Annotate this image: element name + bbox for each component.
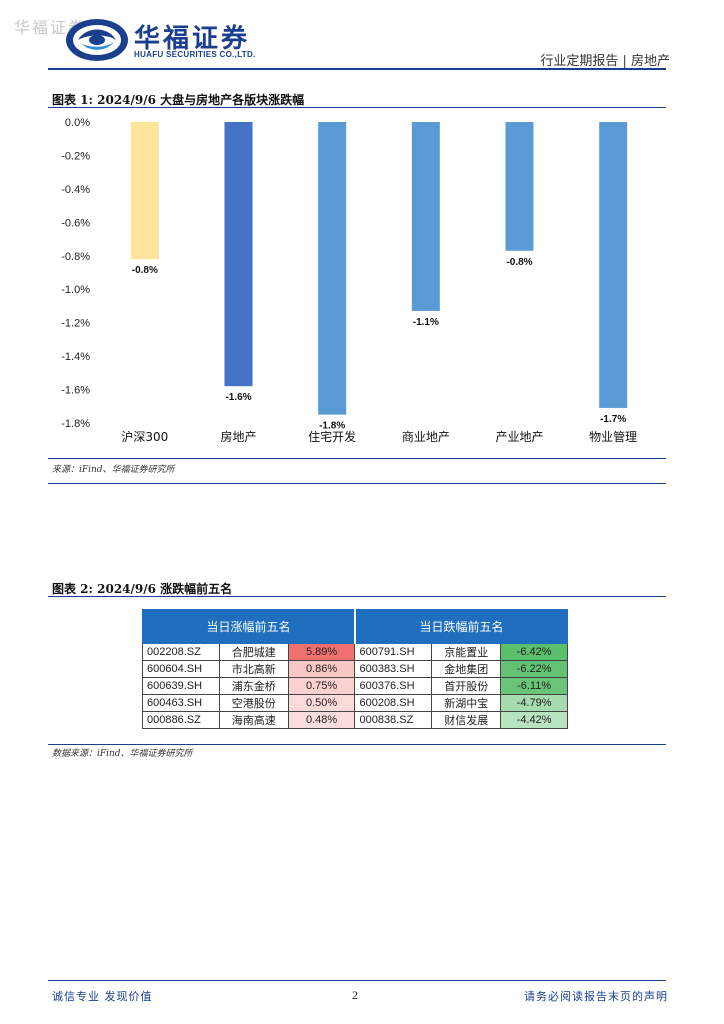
gainer-pct: 5.89% — [287, 643, 356, 661]
bar — [318, 122, 347, 415]
loser-pct: -6.42% — [500, 643, 568, 661]
watermark: 华福证券 — [14, 18, 87, 37]
figure1-source-rule — [48, 483, 666, 484]
loser-pct: -6.22% — [500, 660, 568, 678]
y-tick-label: -1.4% — [61, 351, 90, 363]
figure2-source: 数据来源：iFind、华福证券研究所 — [52, 749, 193, 759]
top-movers-table: 当日涨幅前五名 当日跌幅前五名 002208.SZ 合肥城建 5.89% 600791… — [141, 609, 568, 729]
loser-code: 600208.SH — [354, 694, 433, 712]
y-tick-label: -1.2% — [61, 318, 90, 330]
x-category-label: 沪深300 — [121, 430, 168, 444]
loser-pct: -4.42% — [500, 711, 568, 729]
bar — [130, 122, 159, 260]
header-divider — [48, 68, 666, 70]
table-row: 600639.SH 浦东金桥 0.75% 600376.SH 首开股份 -6.11% — [142, 677, 568, 695]
logo-text-en: HUAFU SECURITIES CO.,LTD. — [134, 50, 256, 59]
y-tick-label: -1.6% — [61, 385, 90, 397]
figure1-top-rule — [48, 107, 666, 108]
loser-name: 金地集团 — [431, 660, 502, 678]
figure2-title: 图表 2: 2024/9/6 涨跌幅前五名 — [52, 582, 233, 596]
y-tick-label: -0.4% — [61, 184, 90, 196]
table-row: 000886.SZ 海南高速 0.48% 000838.SZ 财信发展 -4.42% — [142, 711, 568, 729]
gainer-code: 600604.SH — [142, 660, 220, 678]
x-category-label: 房地产 — [220, 429, 256, 444]
bar — [411, 122, 440, 311]
bar-value-label: -0.8% — [132, 265, 158, 276]
y-tick-label: -0.6% — [61, 217, 90, 229]
gainer-name: 浦东金桥 — [218, 677, 289, 695]
loser-name: 京能置业 — [431, 643, 502, 661]
x-category-label: 产业地产 — [495, 430, 543, 444]
gainer-name: 合肥城建 — [218, 643, 289, 661]
loser-code: 600791.SH — [354, 643, 433, 661]
bar — [505, 122, 534, 251]
loser-name: 首开股份 — [431, 677, 502, 695]
table-row: 600604.SH 市北高新 0.86% 600383.SH 金地集团 -6.22% — [142, 660, 568, 678]
page-number: 2 — [352, 988, 358, 1002]
x-category-label: 商业地产 — [402, 429, 450, 444]
x-category-label: 住宅开发 — [308, 429, 356, 444]
gainer-pct: 0.86% — [287, 660, 356, 678]
bar — [599, 122, 628, 408]
figure2-top-rule — [48, 596, 666, 597]
table-row: 002208.SZ 合肥城建 5.89% 600791.SH 京能置业 -6.42% — [142, 643, 568, 661]
report-type: 行业定期报告 | 房地产 — [540, 54, 670, 69]
gainer-name: 市北高新 — [218, 660, 289, 678]
gainer-code: 002208.SZ — [142, 643, 220, 661]
bar-value-label: -1.6% — [225, 392, 251, 403]
y-tick-label: 0.0% — [65, 117, 90, 129]
loser-pct: -4.79% — [500, 694, 568, 712]
gainer-pct: 0.48% — [287, 711, 356, 729]
bar-value-label: -1.8% — [319, 421, 345, 432]
gainer-name: 空港股份 — [218, 694, 289, 712]
footer-slogan: 诚信专业 发现价值 — [52, 990, 153, 1003]
loser-name: 财信发展 — [431, 711, 502, 729]
gainer-pct: 0.50% — [287, 694, 356, 712]
footer-divider — [48, 980, 666, 981]
gainer-code: 600639.SH — [142, 677, 220, 695]
bar-value-label: -0.8% — [506, 257, 532, 268]
loser-code: 000838.SZ — [354, 711, 433, 729]
sector-change-chart: 0.0% -0.2% -0.4% -0.6% -0.8% -1.0% -1.2% -1.4% -… — [61, 117, 637, 444]
figure2-bottom-rule — [48, 744, 666, 745]
y-tick-label: -1.8% — [61, 418, 90, 430]
figure1-title: 图表 1: 2024/9/6 大盘与房地产各版块涨跌幅 — [52, 93, 305, 107]
huafu-logo-icon — [66, 19, 128, 61]
gainer-code: 600463.SH — [142, 694, 220, 712]
x-category-label: 物业管理 — [589, 429, 637, 444]
gainers-header: 当日涨幅前五名 — [141, 609, 356, 644]
figure1-bottom-rule — [48, 458, 666, 459]
gainer-name: 海南高速 — [218, 711, 289, 729]
figure1-source: 来源：iFind、华福证券研究所 — [52, 465, 175, 475]
bar — [224, 122, 253, 387]
bar-value-label: -1.1% — [413, 317, 439, 328]
table-row: 600463.SH 空港股份 0.50% 600208.SH 新湖中宝 -4.79% — [142, 694, 568, 712]
y-tick-label: -1.0% — [61, 284, 90, 296]
y-tick-label: -0.2% — [61, 150, 90, 162]
gainer-pct: 0.75% — [287, 677, 356, 695]
footer-disclaimer: 请务必阅读报告末页的声明 — [524, 990, 668, 1003]
loser-pct: -6.11% — [500, 677, 568, 695]
loser-code: 600376.SH — [354, 677, 433, 695]
bar-value-label: -1.7% — [600, 414, 626, 425]
loser-code: 600383.SH — [354, 660, 433, 678]
losers-header: 当日跌幅前五名 — [354, 609, 568, 644]
logo-text-cn: 华福证券 — [134, 24, 251, 54]
y-tick-label: -0.8% — [61, 251, 90, 263]
gainer-code: 000886.SZ — [142, 711, 220, 729]
loser-name: 新湖中宝 — [431, 694, 502, 712]
